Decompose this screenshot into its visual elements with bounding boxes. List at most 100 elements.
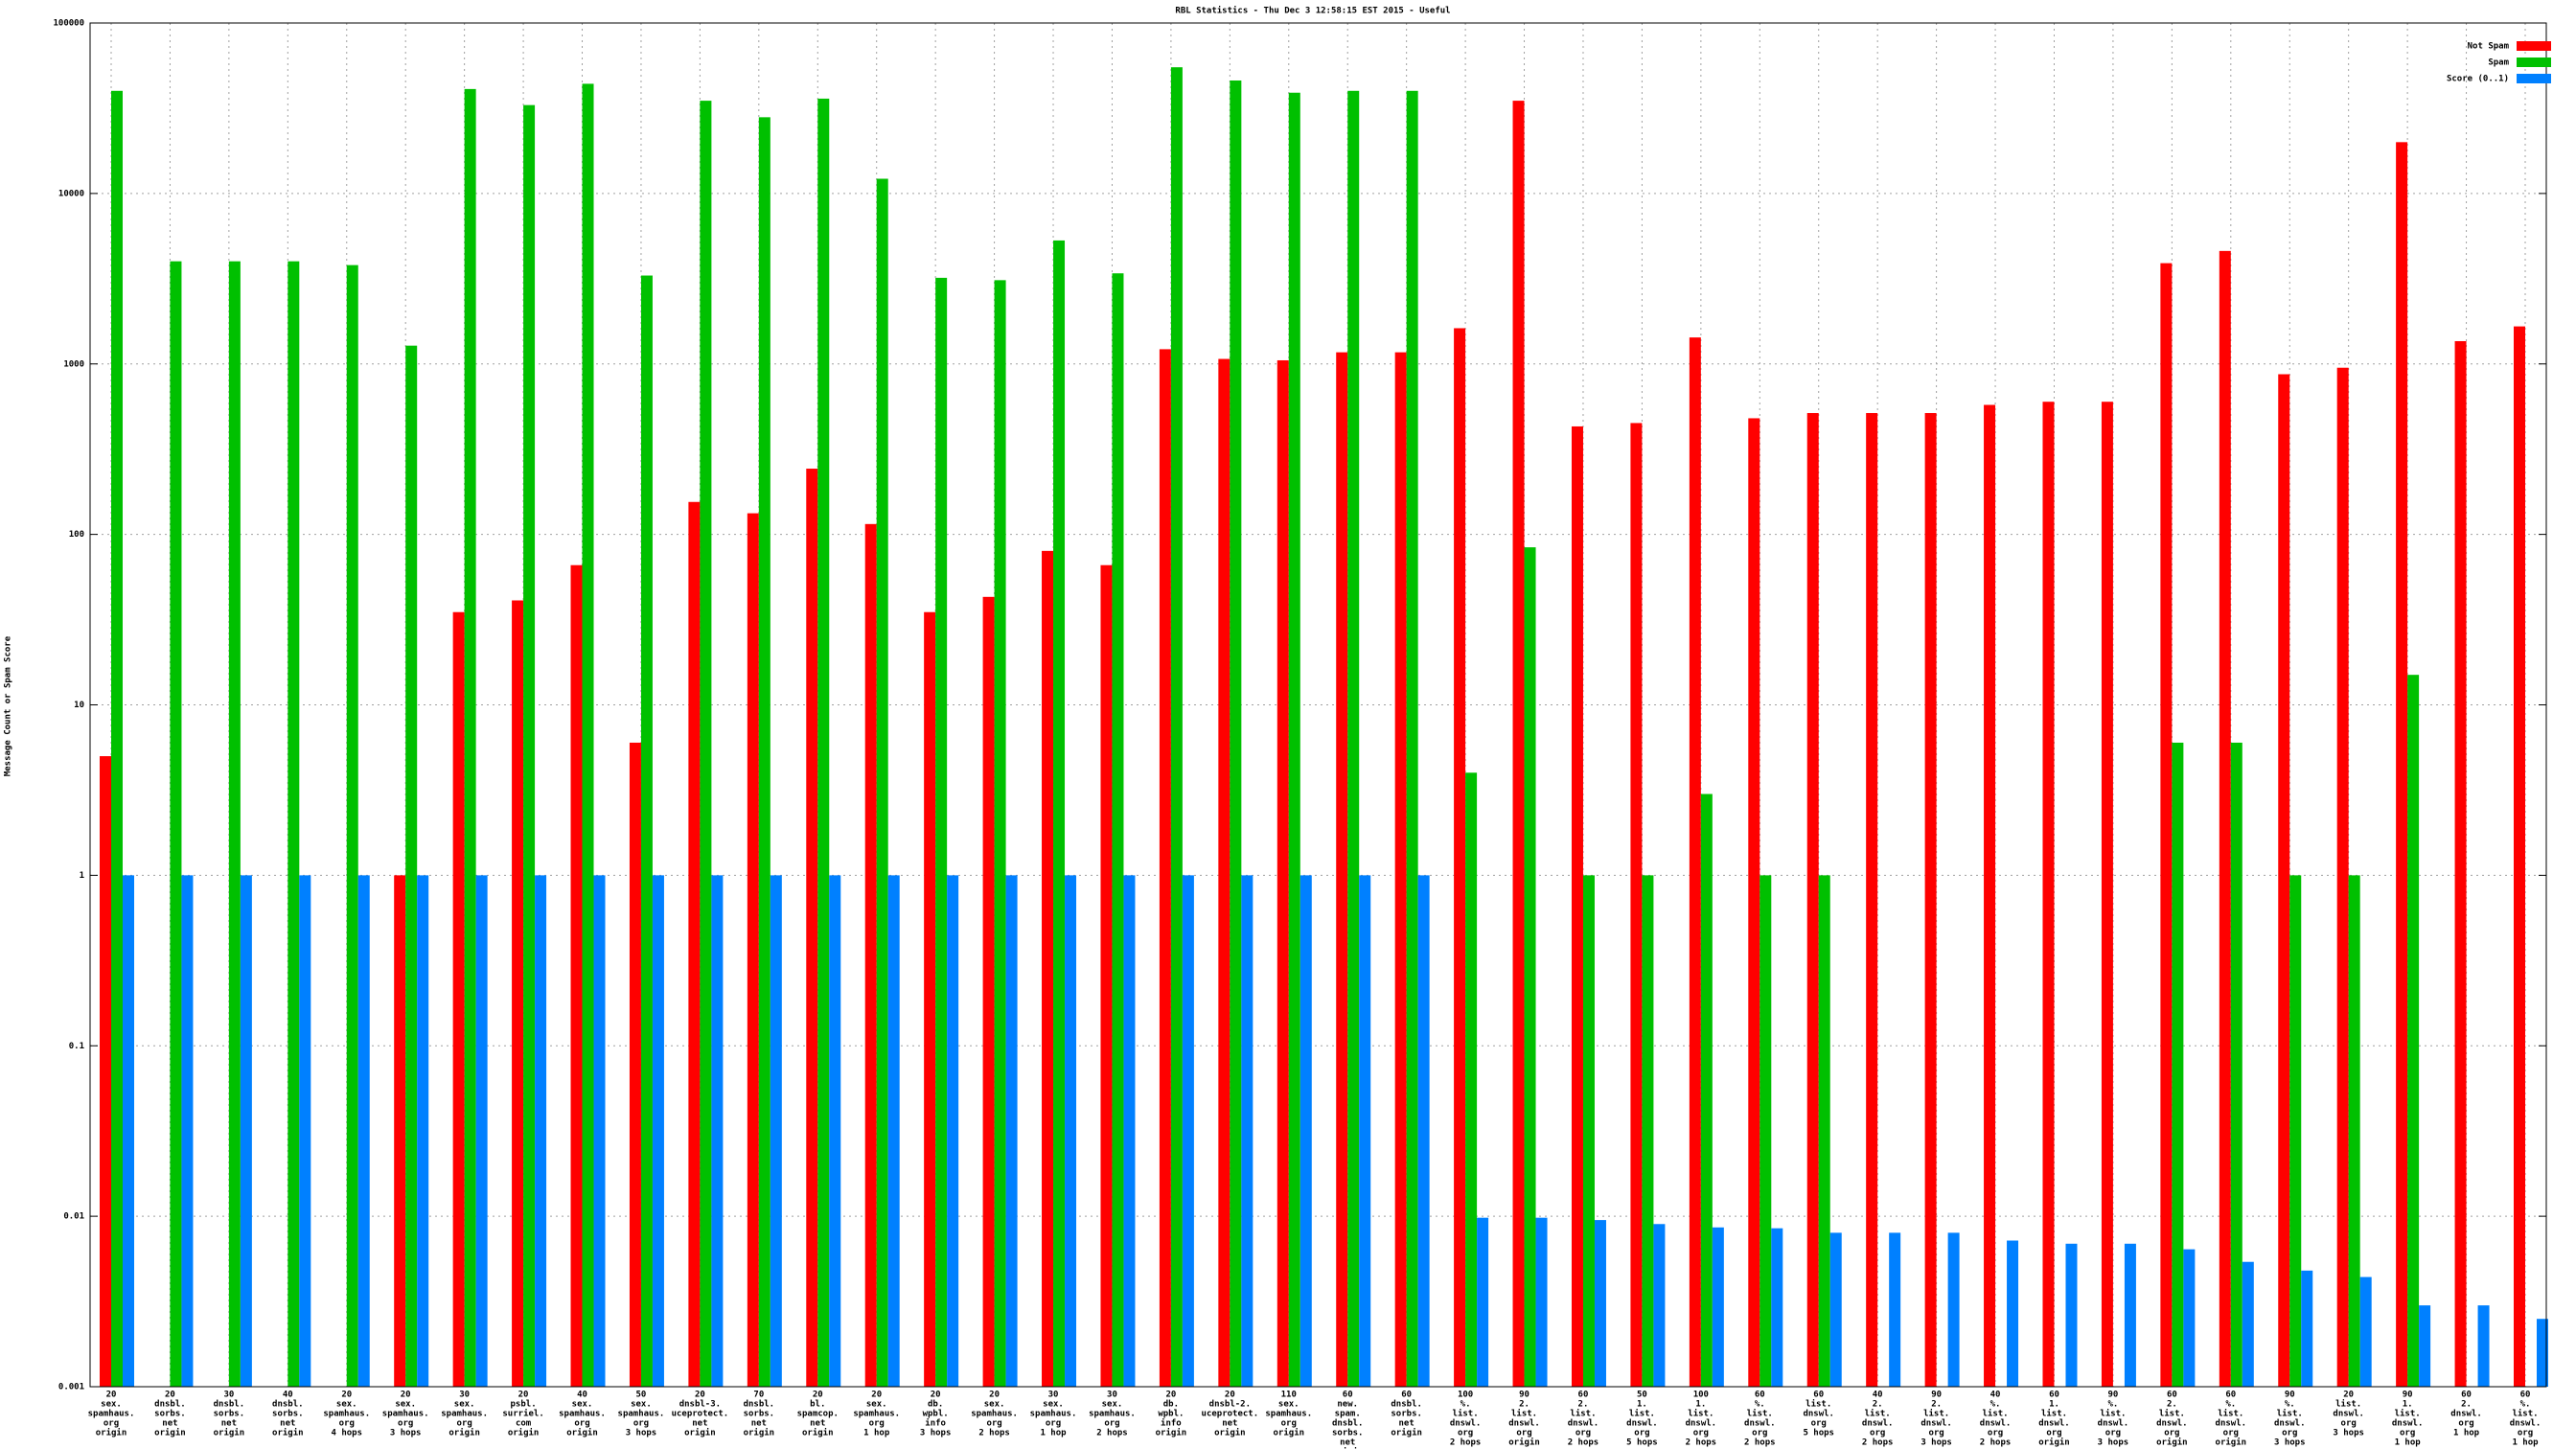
bar [1465, 772, 1478, 1387]
x-tick-label: sex. [1043, 1400, 1064, 1410]
x-tick-label: 90 [1519, 1391, 1530, 1400]
x-tick-label: sex. [101, 1400, 122, 1410]
x-tick-label: 2 hops [1686, 1438, 1717, 1448]
x-tick-label: list. [1983, 1409, 2009, 1419]
x-tick-label: 20 [341, 1391, 352, 1400]
bar [652, 875, 664, 1387]
bar [1866, 413, 1878, 1387]
y-tick-label: 10000 [58, 189, 84, 198]
x-tick-label: 40 [577, 1391, 587, 1400]
x-tick-label: db. [1163, 1400, 1179, 1410]
x-tick-label: org [869, 1419, 885, 1429]
bar [2183, 1249, 2196, 1387]
bar [1454, 328, 1466, 1387]
bar [417, 875, 429, 1387]
x-tick-label: 30 [1048, 1391, 1059, 1400]
bar [2348, 875, 2360, 1387]
x-tick-label: org [1928, 1429, 1944, 1438]
x-tick-label: sorbs. [1391, 1410, 1422, 1419]
x-tick-label: 1. [1695, 1400, 1706, 1410]
x-tick-label: spamhaus. [1030, 1410, 1077, 1419]
bar [394, 875, 406, 1387]
bar [1300, 875, 1312, 1387]
x-tick-label: sex. [631, 1400, 652, 1410]
bar [2219, 250, 2231, 1387]
bar [1689, 337, 1701, 1387]
x-tick-label: 2. [1578, 1400, 1589, 1410]
x-tick-label: dnswl. [1920, 1419, 1952, 1429]
x-tick-label: net [692, 1419, 707, 1429]
bar [535, 875, 547, 1387]
y-tick-label: 0.1 [69, 1042, 84, 1051]
bar [2278, 374, 2290, 1387]
x-tick-label: list. [2159, 1409, 2185, 1419]
x-tick-label: org [1988, 1429, 2003, 1438]
x-tick-label: spamhaus. [1089, 1410, 1136, 1419]
bar [475, 875, 488, 1387]
bar [1182, 875, 1194, 1387]
x-tick-label: spamhaus. [853, 1410, 900, 1419]
x-tick-label: 2 hops [1744, 1438, 1776, 1448]
x-tick-label: spamhaus. [971, 1410, 1018, 1419]
bar [2172, 742, 2184, 1387]
bar [2537, 1319, 2548, 1387]
bar [1347, 90, 1360, 1388]
bar [1406, 90, 1418, 1388]
x-tick-label: origin [96, 1428, 127, 1438]
bar [452, 611, 465, 1387]
bar [1700, 794, 1713, 1387]
x-tick-label: origin [1391, 1428, 1422, 1438]
bar [1065, 875, 1077, 1387]
x-tick-label: com [516, 1419, 532, 1429]
x-tick-label: org [339, 1419, 355, 1429]
x-tick-label: 60 [1343, 1391, 1353, 1400]
bar [1159, 349, 1171, 1388]
bar [2101, 402, 2113, 1388]
bar [629, 742, 641, 1387]
x-tick-label: dnswl. [2510, 1419, 2542, 1429]
x-tick-label: org [1811, 1419, 1827, 1429]
x-tick-label: net [810, 1419, 825, 1429]
x-tick-label: spamhaus. [618, 1410, 665, 1419]
x-tick-label: list. [1688, 1409, 1714, 1419]
x-tick-label: 1. [1637, 1400, 1647, 1410]
x-tick-label: list. [1865, 1409, 1891, 1419]
x-tick-label: org [633, 1419, 649, 1429]
x-tick-label: org [1104, 1419, 1119, 1429]
x-tick-label: net [162, 1419, 177, 1429]
x-tick-label: org [1576, 1429, 1591, 1438]
bar [700, 101, 712, 1388]
bar [593, 875, 606, 1387]
bar [1042, 550, 1054, 1387]
bar [1417, 875, 1430, 1387]
x-tick-label: org [2341, 1419, 2357, 1429]
bar [1806, 413, 1819, 1387]
x-tick-label: list. [2512, 1409, 2538, 1419]
x-tick-label: 1 hop [2512, 1438, 2539, 1448]
x-tick-label: dnswl. [1626, 1419, 1658, 1429]
bar [240, 875, 252, 1387]
x-tick-label: sorbs. [744, 1410, 775, 1419]
bar [357, 875, 370, 1387]
bar [1170, 67, 1183, 1387]
bar [570, 564, 583, 1387]
x-tick-label: list. [2395, 1409, 2421, 1419]
x-tick-label: wpbl. [923, 1410, 949, 1419]
x-tick-label: list. [2100, 1409, 2126, 1419]
bar [1276, 359, 1289, 1387]
x-tick-label: spamhaus. [1265, 1410, 1312, 1419]
x-tick-label: 90 [2108, 1391, 2119, 1400]
x-tick-label: dnsbl. [744, 1400, 775, 1410]
x-tick-label: new. [1337, 1400, 1358, 1410]
x-tick-label: org [398, 1419, 413, 1429]
x-tick-label: list. [1747, 1409, 1773, 1419]
bar [1630, 423, 1643, 1387]
bar [1582, 875, 1595, 1387]
bar [1594, 1220, 1606, 1387]
x-tick-label: 1 hop [2395, 1438, 2422, 1448]
x-tick-label: sex. [336, 1400, 357, 1410]
x-tick-label: dnsbl. [1332, 1419, 1364, 1429]
x-tick-label: sorbs. [272, 1410, 304, 1419]
x-tick-label: spamhaus. [323, 1410, 370, 1419]
